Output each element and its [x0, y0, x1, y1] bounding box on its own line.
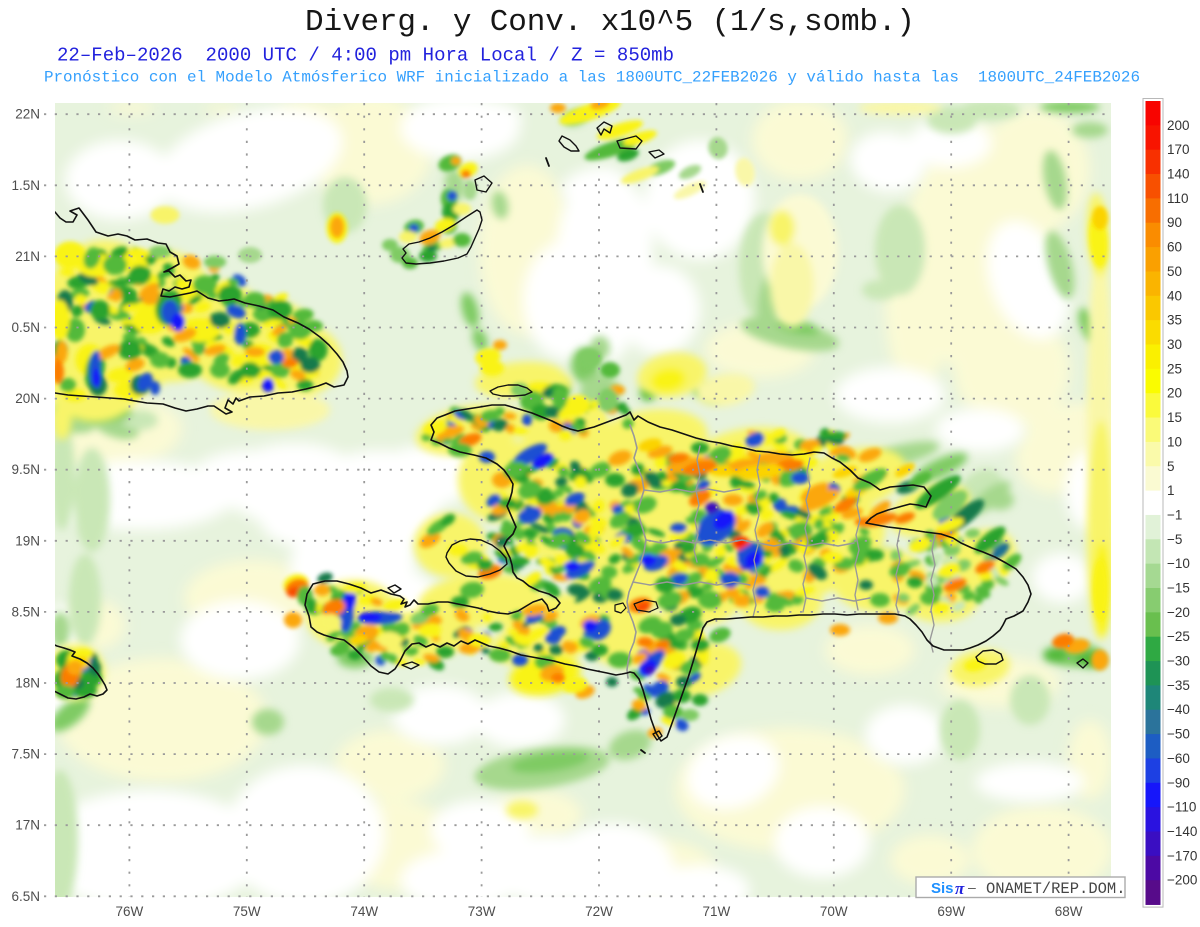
svg-text:50: 50 [1167, 264, 1182, 279]
svg-text:110: 110 [1167, 191, 1189, 206]
svg-text:−140: −140 [1167, 824, 1197, 839]
svg-text:−10: −10 [1167, 556, 1190, 571]
svg-text:Diverg. y Conv. x10^5 (1/s,som: Diverg. y Conv. x10^5 (1/s,somb.) [305, 5, 915, 40]
svg-text:140: 140 [1167, 167, 1190, 182]
svg-text:1: 1 [1167, 483, 1175, 498]
svg-text:–: – [968, 879, 976, 895]
svg-text:15: 15 [1167, 410, 1182, 425]
svg-text:17N: 17N [15, 818, 40, 833]
svg-text:72W: 72W [585, 904, 613, 919]
svg-text:−30: −30 [1167, 654, 1190, 669]
svg-text:35: 35 [1167, 313, 1182, 328]
svg-text:30: 30 [1167, 337, 1182, 352]
svg-text:9.5N: 9.5N [11, 462, 40, 477]
svg-text:0.5N: 0.5N [11, 320, 40, 335]
svg-text:90: 90 [1167, 215, 1182, 230]
svg-text:−90: −90 [1167, 775, 1190, 790]
svg-text:−25: −25 [1167, 629, 1190, 644]
svg-text:22N: 22N [15, 107, 40, 122]
svg-text:40: 40 [1167, 288, 1182, 303]
svg-text:Pronóstico con el Modelo Atmós: Pronóstico con el Modelo Atmósferico WRF… [44, 69, 1140, 87]
svg-text:20: 20 [1167, 386, 1182, 401]
svg-text:1.5N: 1.5N [11, 178, 40, 193]
svg-text:10: 10 [1167, 434, 1182, 449]
svg-text:19N: 19N [15, 533, 40, 548]
svg-text:−110: −110 [1167, 800, 1196, 815]
svg-text:−1: −1 [1167, 508, 1182, 523]
svg-text:5: 5 [1167, 459, 1175, 474]
svg-text:74W: 74W [350, 904, 378, 919]
svg-text:73W: 73W [468, 904, 496, 919]
svg-text:−20: −20 [1167, 605, 1190, 620]
svg-text:20N: 20N [15, 391, 40, 406]
svg-text:25: 25 [1167, 361, 1182, 376]
svg-text:76W: 76W [116, 904, 144, 919]
svg-text:18N: 18N [15, 676, 40, 691]
svg-text:−60: −60 [1167, 751, 1190, 766]
svg-text:75W: 75W [233, 904, 261, 919]
svg-text:69W: 69W [937, 904, 965, 919]
svg-text:−200: −200 [1167, 873, 1197, 888]
svg-text:−40: −40 [1167, 702, 1190, 717]
svg-text:22–Feb–2026 2000 UTC / 4:00 p: 22–Feb–2026 2000 UTC / 4:00 pm Hora Loca… [57, 45, 674, 67]
svg-text:200: 200 [1167, 118, 1190, 133]
svg-text:7.5N: 7.5N [11, 747, 40, 762]
svg-text:68W: 68W [1055, 904, 1083, 919]
svg-text:71W: 71W [703, 904, 731, 919]
svg-text:60: 60 [1167, 240, 1182, 255]
svg-text:Sis: Sis [931, 880, 954, 897]
svg-text:−35: −35 [1167, 678, 1190, 693]
svg-text:−50: −50 [1167, 727, 1190, 742]
svg-text:8.5N: 8.5N [11, 604, 40, 619]
svg-text:π: π [955, 879, 965, 898]
svg-text:ONAMET/REP.DOM.: ONAMET/REP.DOM. [986, 880, 1126, 898]
svg-text:−170: −170 [1167, 848, 1197, 863]
svg-text:70W: 70W [820, 904, 848, 919]
svg-text:170: 170 [1167, 142, 1190, 157]
svg-text:6.5N: 6.5N [11, 889, 40, 904]
svg-text:21N: 21N [15, 249, 40, 264]
svg-text:−5: −5 [1167, 532, 1182, 547]
svg-text:−15: −15 [1167, 581, 1190, 596]
